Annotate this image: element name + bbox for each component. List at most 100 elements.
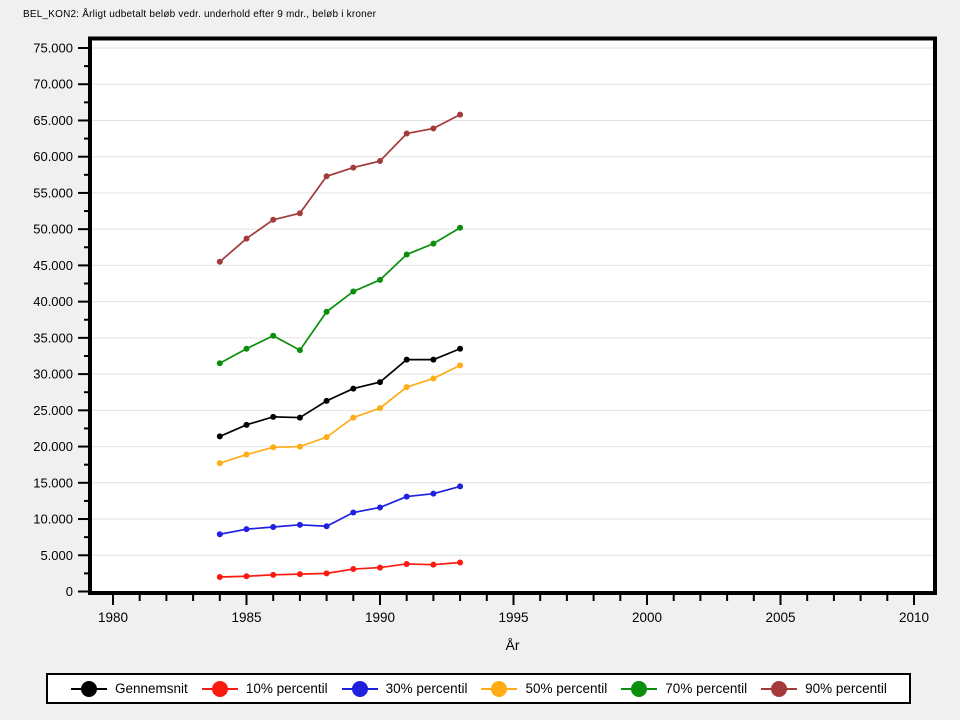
legend-label-p10: 10% percentil [245,681,328,696]
legend-marker-gennemsnit [71,680,107,697]
y-axis-tick-label: 10.000 [33,512,73,527]
data-point-p10 [403,560,410,567]
data-point-gennemsnit [296,414,303,421]
y-axis-tick-label: 70.000 [33,77,73,92]
chart-title: BEL_KON2: Årligt udbetalt beløb vedr. un… [23,9,377,20]
data-point-p90 [457,111,464,118]
data-point-p30 [270,524,277,531]
data-point-gennemsnit [216,433,223,440]
series-line-p90 [219,113,461,263]
legend-item-p90: 90% percentil [760,679,887,699]
data-point-p30 [377,504,383,511]
data-point-p30 [457,483,464,490]
data-point-p90 [403,130,410,137]
legend-marker-p70 [621,680,658,697]
legend-marker-p30 [341,680,378,697]
data-point-p50 [270,444,277,451]
data-point-p10 [216,574,223,581]
y-axis-tick-label: 75.000 [33,41,73,56]
data-point-p30 [323,523,330,530]
x-axis-title: År [505,637,520,653]
x-axis-tick-label: 1990 [365,610,395,625]
data-point-p70 [457,224,464,231]
plot-area: 0 5.000 10.000 15.000 20.000 25.000 30.000 35.0… [33,36,937,625]
y-axis-tick-label: 65.000 [33,113,73,128]
legend-item-gennemsnit: Gennemsnit [70,679,188,699]
legend-label-p30: 30% percentil [385,681,468,696]
data-point-gennemsnit [403,356,410,363]
y-axis-tick-label: 60.000 [33,149,73,164]
data-point-gennemsnit [323,397,330,404]
legend-item-p30: 30% percentil [341,679,468,699]
y-axis-tick-label: 15.000 [33,475,73,490]
data-point-p50 [403,384,410,391]
y-axis-tick-label: 40.000 [33,294,73,309]
data-point-p50 [243,451,250,458]
data-point-p10 [350,566,357,573]
legend-label-gennemsnit: Gennemsnit [115,681,188,696]
plot-background [90,38,935,593]
legend-label-p90: 90% percentil [805,681,887,696]
data-point-gennemsnit [377,379,383,386]
data-point-p70 [377,276,383,283]
data-point-p10 [430,561,437,568]
data-point-p10 [270,571,277,578]
legend-marker-p10 [201,680,238,697]
data-point-p30 [216,531,223,538]
data-point-p30 [350,509,357,516]
data-point-p50 [457,362,464,369]
legend-marker-p90 [761,680,798,697]
data-point-p50 [323,434,330,441]
x-axis-tick-label: 2005 [765,610,795,625]
data-point-p50 [430,375,437,382]
data-point-p10 [377,564,383,571]
y-axis-tick-label: 45.000 [33,258,73,273]
data-point-p70 [216,360,223,367]
legend-box: Gennemsnit 10% percentil 30% percentil 50% … [46,673,911,704]
y-axis-tick-label: 5.000 [40,548,73,563]
data-point-gennemsnit [243,421,250,428]
y-axis-tick-label: 25.000 [33,403,73,418]
data-point-gennemsnit [270,413,277,420]
x-axis-tick-label: 1980 [98,610,128,625]
legend-item-p50: 50% percentil [480,679,607,699]
y-axis-tick-label: 30.000 [33,367,73,382]
data-point-p50 [216,460,223,467]
x-axis-tick-label: 1995 [498,610,528,625]
data-point-p10 [296,571,303,578]
legend-item-p10: 10% percentil [201,679,328,699]
data-point-gennemsnit [350,385,357,392]
series-line-p30 [219,485,461,536]
y-axis-tick-label: 50.000 [33,222,73,237]
data-point-p90 [270,216,277,223]
data-point-p10 [323,570,330,577]
data-point-p50 [296,443,303,450]
data-point-p70 [350,288,357,295]
data-point-p10 [457,559,464,566]
data-point-p30 [243,526,250,533]
data-point-p90 [377,158,383,165]
data-point-p90 [350,164,357,171]
data-point-p90 [216,258,223,265]
x-axis-tick-label: 2010 [899,610,929,625]
data-point-p70 [296,347,303,354]
data-point-p70 [403,251,410,258]
legend-label-p50: 50% percentil [525,681,608,696]
data-point-p50 [350,414,357,421]
x-axis-tick-label: 2000 [632,610,662,625]
legend-label-p70: 70% percentil [665,681,748,696]
data-point-p90 [323,173,330,180]
data-point-p70 [430,240,437,247]
series-line-p50 [219,364,461,465]
legend-marker-p50 [481,680,518,697]
data-point-gennemsnit [430,356,437,363]
y-axis-tick-label: 0 [66,584,73,599]
data-point-gennemsnit [457,345,464,352]
data-point-p90 [243,235,250,242]
data-point-p50 [377,405,383,412]
data-point-p70 [323,308,330,315]
data-point-p30 [403,493,410,500]
data-point-p30 [430,490,437,497]
data-point-p90 [430,125,437,132]
